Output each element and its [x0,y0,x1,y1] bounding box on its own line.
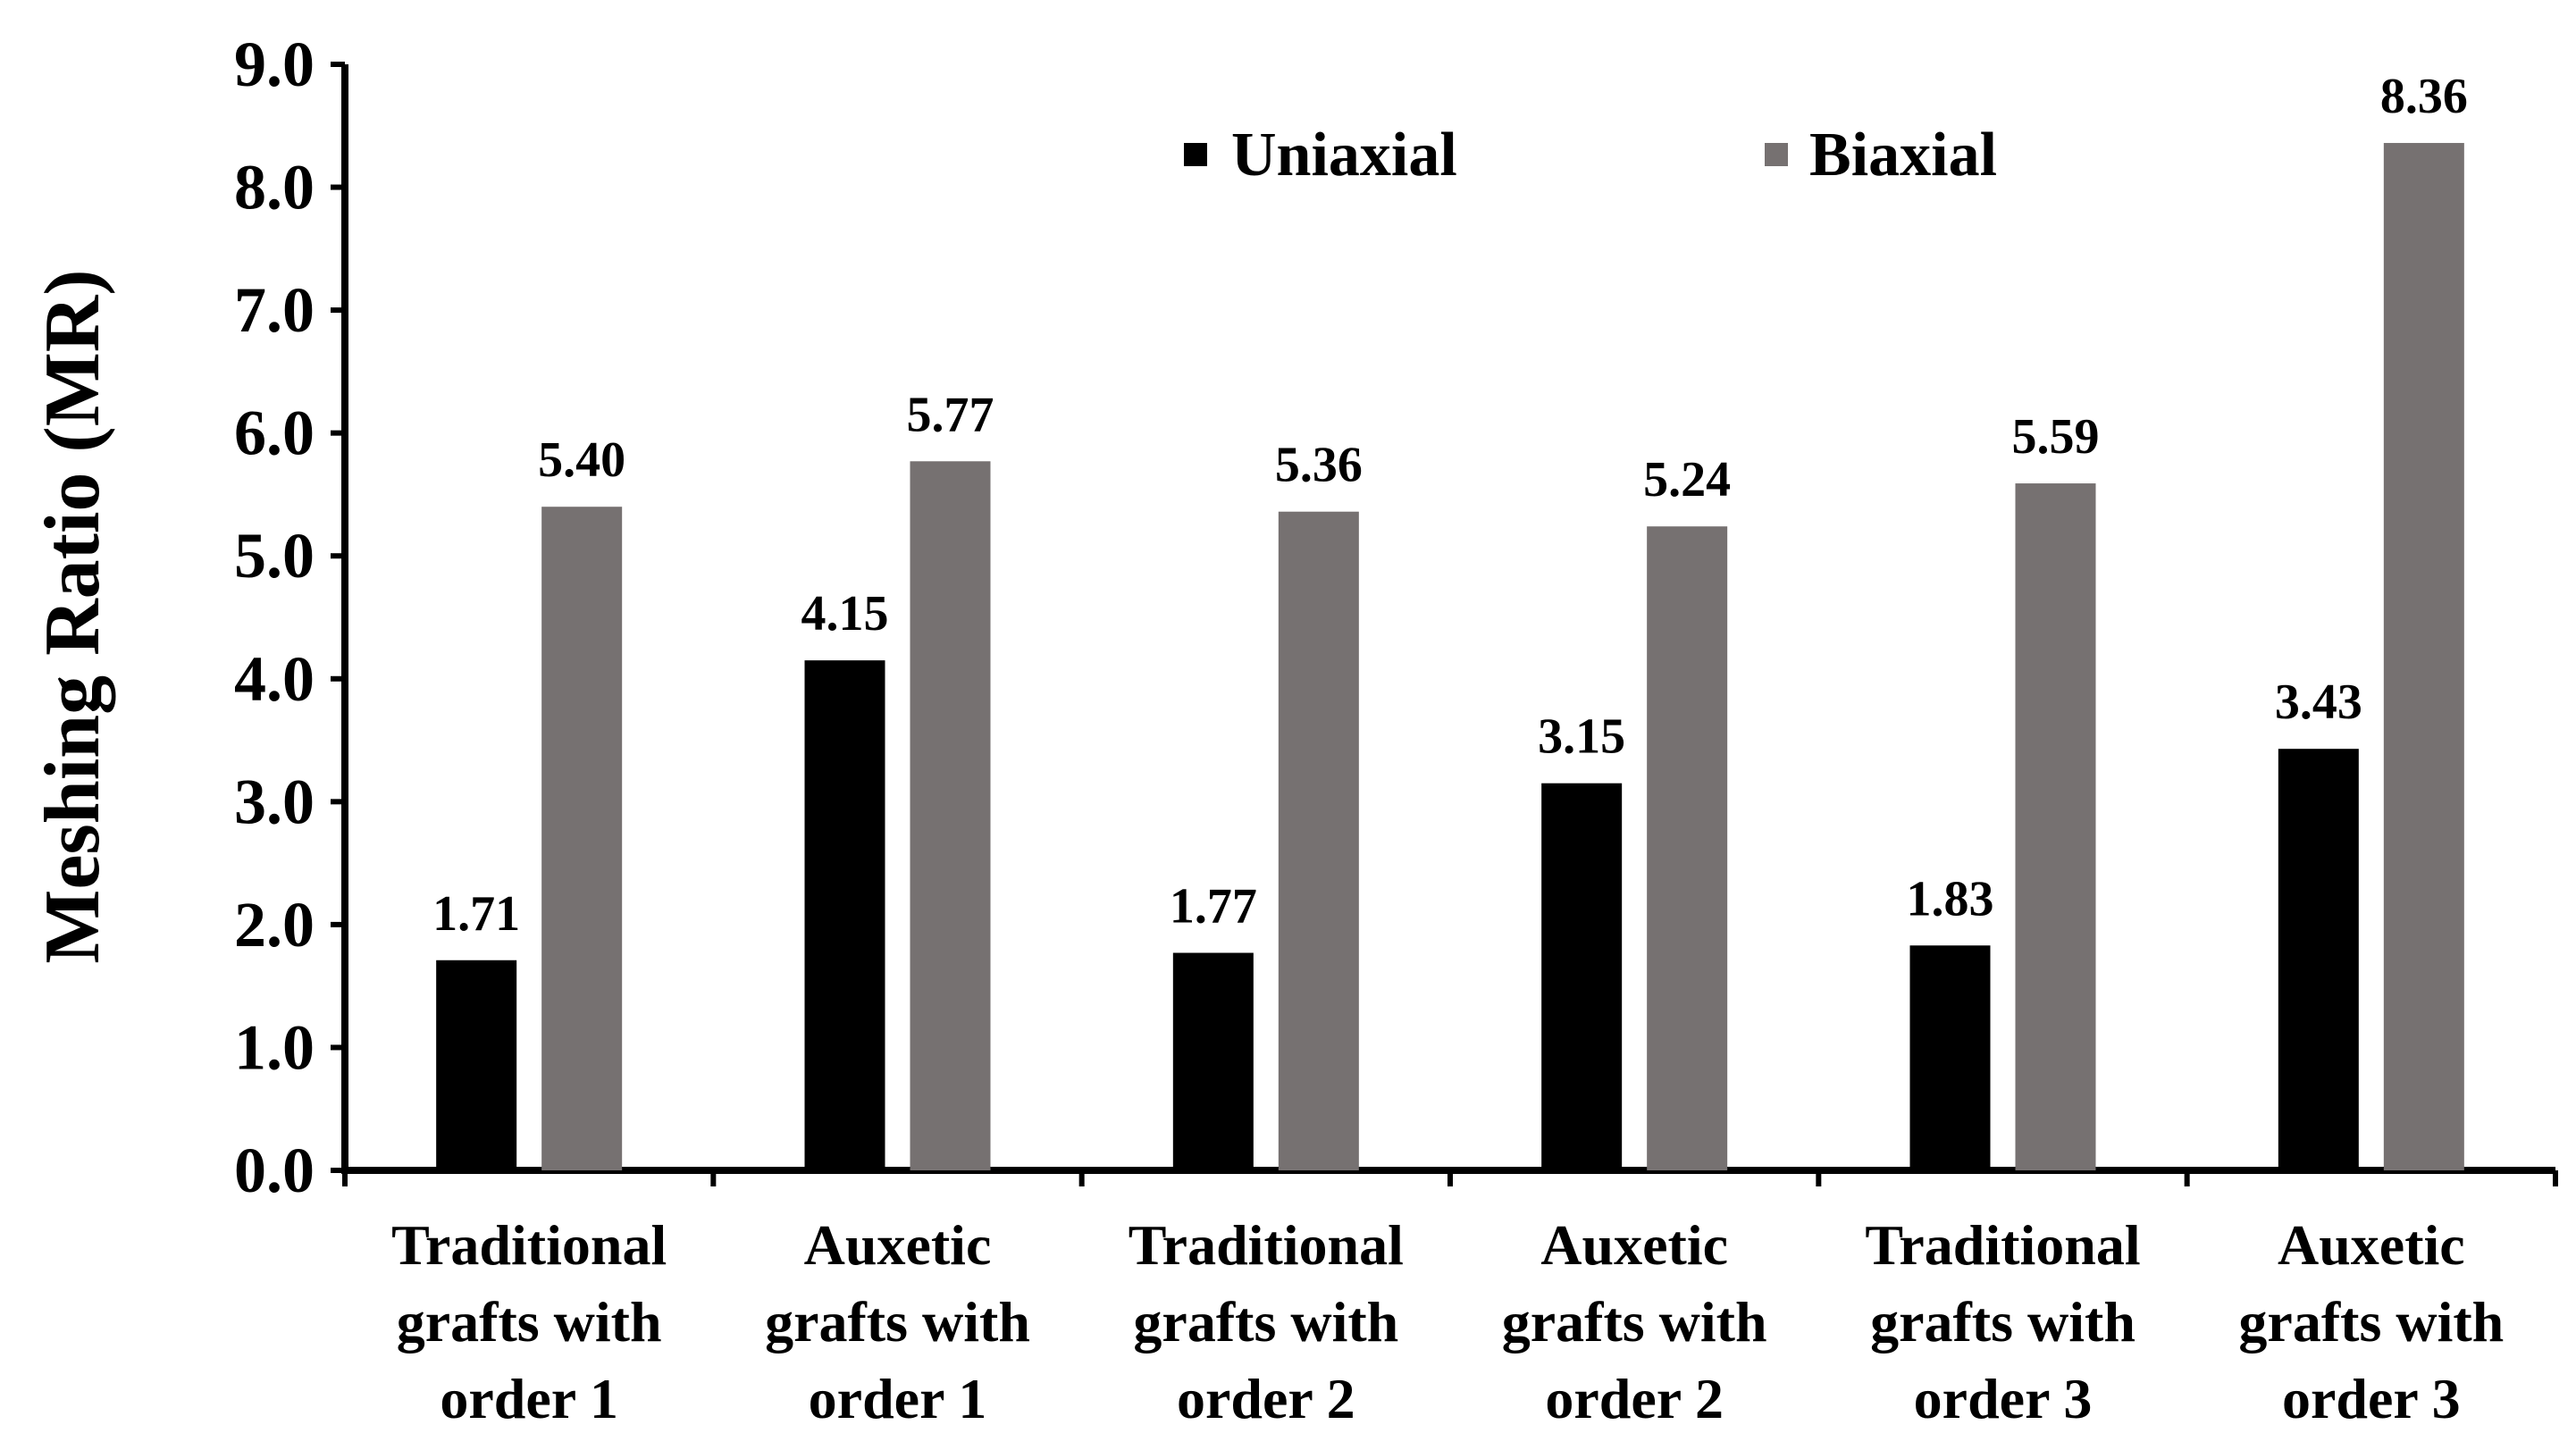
bar-uniaxial [1541,783,1623,1170]
legend-swatch-uniaxial [1184,143,1207,166]
x-category-label-line: order 3 [1914,1367,2093,1430]
bar-uniaxial [436,960,517,1170]
data-labels: 1.71 4.15 1.77 3.15 1.83 3.43 5.40 5.77 5.36 5.24… [432,69,2468,942]
x-category-label-line: grafts with [1133,1290,1398,1354]
x-category-label-line: Auxetic [1540,1213,1728,1277]
x-category-label-line: order 1 [440,1367,618,1430]
data-label-uniaxial: 1.71 [432,886,520,942]
bar-biaxial [2015,483,2096,1170]
y-tick-label: 8.0 [234,152,315,223]
bar-biaxial [910,461,991,1170]
legend-label-biaxial: Biaxial [1809,121,1997,189]
x-category-label-line: grafts with [1502,1290,1767,1354]
legend-label-uniaxial: Uniaxial [1231,121,1457,189]
data-label-uniaxial: 3.15 [1538,709,1625,765]
x-category-label-line: Traditional [1129,1213,1404,1277]
x-category-label-line: Auxetic [804,1213,992,1277]
y-tick-label: 7.0 [234,274,315,346]
x-category-label-line: order 1 [809,1367,987,1430]
data-label-uniaxial: 1.83 [1907,871,1994,926]
x-category-label-line: Auxetic [2278,1213,2465,1277]
data-label-biaxial: 5.59 [2012,409,2100,465]
bar-biaxial [541,507,623,1170]
x-category-labels: Traditional grafts with order 1 Auxetic graf… [391,1213,2504,1430]
axes-layer [341,64,2555,1174]
data-label-biaxial: 5.36 [1275,438,1363,493]
data-label-uniaxial: 1.77 [1170,879,1257,935]
bars [436,143,2464,1171]
x-category-label-line: order 2 [1545,1367,1724,1430]
y-tick-label: 1.0 [234,1011,315,1083]
y-tick-label: 0.0 [234,1135,315,1206]
data-label-biaxial: 8.36 [2380,69,2468,124]
x-category-label-line: grafts with [765,1290,1030,1354]
bar-biaxial [1647,526,1728,1170]
data-label-biaxial: 5.24 [1643,452,1731,507]
bar-biaxial [1278,511,1359,1170]
y-tick-label: 9.0 [234,29,315,100]
y-tick-label: 6.0 [234,398,315,469]
y-axis-title: Meshing Ratio (MR) [29,269,116,963]
y-tick-label: 3.0 [234,766,315,837]
bar-uniaxial [1909,945,1991,1170]
data-label-uniaxial: 4.15 [801,586,889,641]
x-category-label-line: grafts with [2238,1290,2504,1354]
legend-swatch-biaxial [1765,143,1788,166]
bar-uniaxial [1172,952,1254,1170]
y-tick-label: 2.0 [234,889,315,960]
x-category-label: Traditional grafts with order 2 [1129,1213,1404,1430]
x-category-label-line: grafts with [397,1290,662,1354]
legend: Uniaxial Biaxial [1184,121,1997,189]
x-category-label: Auxetic grafts with order 2 [1502,1213,1767,1430]
x-category-label: Auxetic grafts with order 1 [765,1213,1030,1430]
data-label-biaxial: 5.40 [538,432,625,488]
bar-uniaxial [804,660,885,1170]
x-category-label-line: order 2 [1177,1367,1355,1430]
x-category-label: Traditional grafts with order 3 [1865,1213,2140,1430]
x-ticks [342,1170,2558,1186]
x-category-label-line: Traditional [391,1213,667,1277]
data-label-uniaxial: 3.43 [2275,675,2362,730]
y-tick-label: 4.0 [234,643,315,715]
y-ticks: 0.0 1.0 2.0 3.0 4.0 5.0 6.0 7.0 8.0 9.0 [234,29,345,1206]
x-category-label-line: grafts with [1870,1290,2135,1354]
x-category-label: Auxetic grafts with order 3 [2238,1213,2504,1430]
data-label-biaxial: 5.77 [907,387,994,442]
y-tick-label: 5.0 [234,520,315,591]
x-category-label-line: order 3 [2282,1367,2461,1430]
x-category-label-line: Traditional [1865,1213,2140,1277]
bar-uniaxial [2278,749,2359,1170]
bar-biaxial [2383,143,2464,1171]
x-category-label: Traditional grafts with order 1 [391,1213,667,1430]
